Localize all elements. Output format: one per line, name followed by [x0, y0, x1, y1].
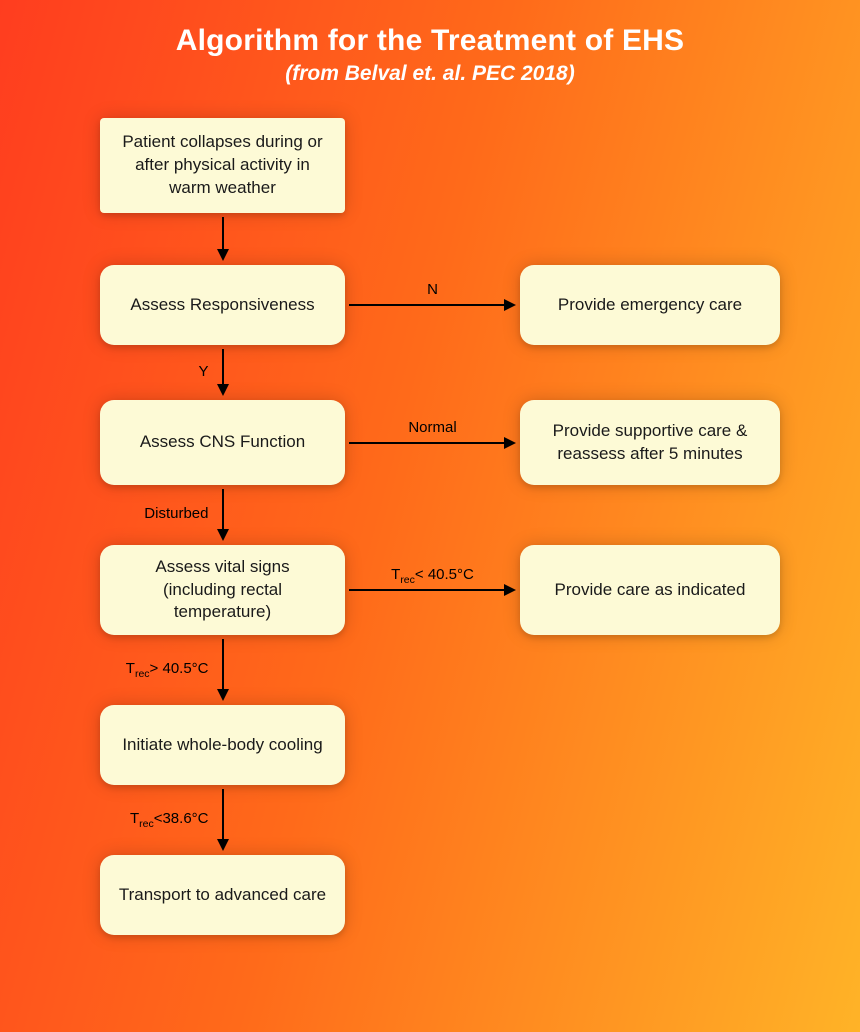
arrow-line	[349, 442, 504, 444]
arrow-head-icon	[217, 249, 229, 261]
flow-node-transport: Transport to advanced care	[100, 855, 345, 935]
flowchart-stage: Patient collapses during or after physic…	[0, 0, 860, 1032]
arrow-line	[222, 639, 224, 689]
flow-node-emerg: Provide emergency care	[520, 265, 780, 345]
page-subtitle: (from Belval et. al. PEC 2018)	[0, 62, 860, 86]
flow-node-careind: Provide care as indicated	[520, 545, 780, 635]
arrow-line	[222, 489, 224, 529]
flow-node-start: Patient collapses during or after physic…	[100, 118, 345, 213]
arrow-head-icon	[217, 689, 229, 701]
edge-label: Y	[198, 363, 208, 380]
arrow-head-icon	[217, 529, 229, 541]
edge-label: Trec> 40.5°C	[126, 660, 209, 680]
flow-node-support: Provide supportive care & reassess after…	[520, 400, 780, 485]
edge-label: Trec<38.6°C	[130, 810, 209, 830]
edge-label: Normal	[408, 419, 456, 436]
arrow-head-icon	[504, 299, 516, 311]
arrow-head-icon	[504, 437, 516, 449]
flow-node-cool: Initiate whole-body cooling	[100, 705, 345, 785]
arrow-head-icon	[217, 384, 229, 396]
edge-label: N	[427, 281, 438, 298]
edge-label: Disturbed	[144, 505, 208, 522]
arrow-line	[349, 304, 504, 306]
edge-label: Trec< 40.5°C	[391, 566, 474, 586]
flow-node-resp: Assess Responsiveness	[100, 265, 345, 345]
header: Algorithm for the Treatment of EHS (from…	[0, 0, 860, 86]
arrow-head-icon	[504, 584, 516, 596]
page-title: Algorithm for the Treatment of EHS	[0, 24, 860, 58]
flow-node-cns: Assess CNS Function	[100, 400, 345, 485]
arrow-line	[222, 349, 224, 384]
arrow-line	[222, 789, 224, 839]
arrow-line	[349, 589, 504, 591]
arrow-line	[222, 217, 224, 249]
arrow-head-icon	[217, 839, 229, 851]
flow-node-vitals: Assess vital signs(including rectal temp…	[100, 545, 345, 635]
